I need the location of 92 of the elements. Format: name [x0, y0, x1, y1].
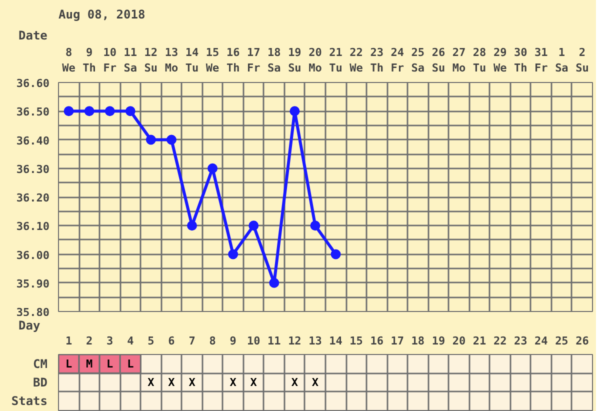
y-tick-label: 35.80	[16, 306, 50, 319]
x2-tick-label: 18	[411, 334, 425, 348]
x2-tick-label: 14	[329, 334, 343, 348]
y-tick-label: 36.60	[16, 77, 50, 90]
x2-tick-label: 17	[390, 334, 404, 348]
x-tick-label: 21 Tu	[329, 46, 343, 74]
x-tick-label: 16 Th	[226, 46, 240, 74]
x-tick-label: 23 Th	[370, 46, 384, 74]
category-label: Stats	[11, 394, 48, 408]
x-tick-label: 18 Sa	[268, 46, 281, 74]
point	[146, 134, 156, 145]
text: X	[250, 376, 257, 389]
x2-tick-label: 5	[148, 334, 154, 348]
point	[310, 220, 320, 231]
x2-tick-label: 1	[65, 334, 72, 348]
text: X	[148, 376, 154, 389]
y-tick-label: 36.30	[16, 162, 50, 176]
x2-tick-label: 24	[534, 334, 548, 348]
point	[330, 249, 341, 260]
text: X	[188, 376, 196, 389]
x2-tick-label: 26	[576, 334, 590, 348]
x2-tick-label: 12	[288, 334, 302, 348]
text: L	[127, 357, 134, 370]
x-tick-label: 29 We	[493, 46, 508, 74]
x2-tick-label: 6	[168, 334, 176, 348]
y-tick-label: 36.10	[16, 220, 50, 234]
x2-tick-label: 9	[230, 334, 236, 348]
x2-tick-label: 16	[370, 334, 384, 348]
point	[290, 106, 300, 116]
point	[228, 249, 238, 260]
point	[104, 106, 115, 116]
point	[248, 220, 259, 231]
text: X	[312, 376, 319, 389]
x2-tick-label: 21	[472, 334, 487, 348]
x-tick-label: 31 Fr	[534, 46, 548, 74]
point	[84, 106, 94, 116]
category-label: CM	[33, 356, 48, 371]
x2-tick-label: 4	[127, 334, 134, 348]
x-tick-label: 19 Su	[288, 46, 302, 74]
text: L	[65, 357, 72, 370]
point	[64, 106, 74, 116]
x-tick-label: 8 We	[62, 46, 76, 74]
x2-tick-label: 25	[555, 334, 568, 348]
text: X	[230, 376, 236, 389]
x-tick-label: 22 We	[350, 46, 364, 74]
x-tick-label: 13 Mo	[164, 46, 178, 74]
x2-tick-label: 3	[106, 334, 114, 348]
x-tick-label: 24 Fr	[390, 46, 404, 74]
x-tick-label: 26 Su	[432, 46, 446, 74]
x2-tick-label: 15	[350, 334, 363, 348]
x2-tick-label: 10	[246, 334, 260, 348]
x-tick-label: 1 Sa	[555, 46, 568, 74]
x2-tick-label: 8	[209, 334, 216, 348]
point	[269, 278, 280, 288]
x2-tick-label: 11	[268, 334, 282, 348]
y-tick-label: 36.50	[16, 106, 50, 119]
x2-tick-label: 23	[514, 334, 528, 348]
chart-title: Aug 08, 2018	[58, 8, 146, 22]
y-tick-label: 36.20	[16, 192, 50, 204]
x2-tick-label: 13	[308, 334, 322, 348]
x-tick-label: 14 Tu	[185, 46, 199, 74]
x-tick-label: 25 Sa	[411, 46, 425, 74]
x-tick-label: 30 Th	[514, 46, 528, 74]
x-tick-label: 27 Mo	[452, 46, 466, 74]
x-tick-label: 20 Mo	[308, 46, 322, 74]
point	[208, 163, 218, 174]
x-tick-label: 28 Tu	[472, 46, 486, 74]
text: X	[291, 376, 298, 389]
x-tick-label: 10 Fr	[103, 46, 117, 74]
x-tick-label: 9 Th	[82, 46, 96, 74]
y-tick-label: 36.00	[16, 248, 50, 262]
x-axis-title: Date	[18, 28, 48, 42]
x2-tick-label: 22	[493, 334, 507, 348]
point	[166, 134, 176, 145]
y-tick-label: 35.90	[16, 277, 50, 290]
x-tick-label: 17 Fr	[246, 46, 261, 74]
y-tick-label: 36.40	[16, 134, 50, 148]
x2-tick-label: 20	[452, 334, 466, 348]
text: X	[168, 376, 175, 389]
x2-tick-label: 7	[188, 334, 196, 348]
x2-axis-title: Day	[18, 318, 40, 332]
category-label: BD	[33, 376, 48, 390]
x-tick-label: 12 Su	[144, 46, 158, 74]
point	[187, 220, 197, 231]
point	[125, 106, 136, 116]
x-tick-label: 11 Sa	[124, 46, 138, 74]
x2-tick-label: 19	[432, 334, 446, 348]
x2-tick-label: 2	[86, 334, 93, 348]
x-tick-label: 15 We	[206, 46, 220, 74]
text: L	[106, 357, 114, 370]
text: M	[86, 357, 93, 370]
x-tick-label: 2 Su	[576, 46, 589, 74]
